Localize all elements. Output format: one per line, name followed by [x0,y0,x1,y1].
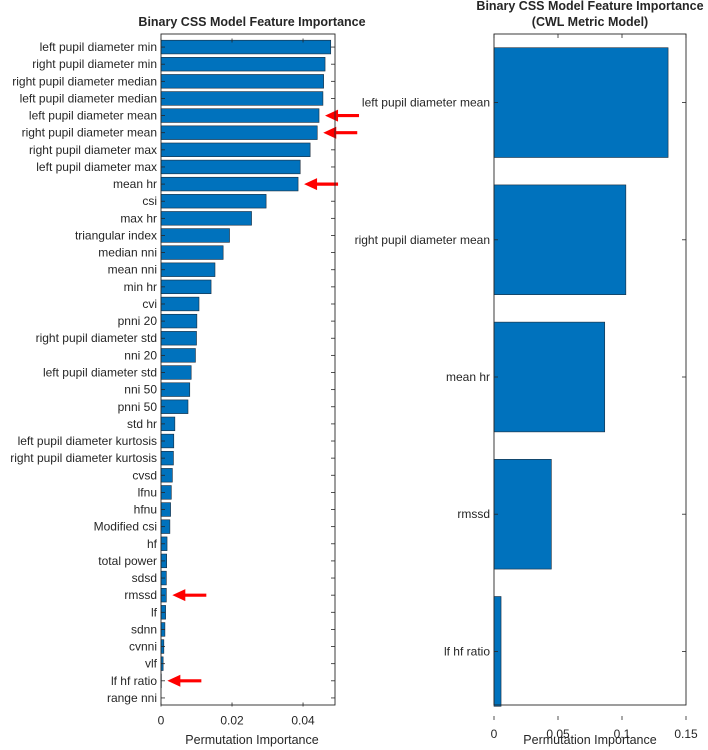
bar-nni-50 [160,382,191,397]
y-tick-label: left pupil diameter mean [29,109,157,123]
y-tick-label: nni 50 [124,383,157,397]
y-tick-label: left pupil diameter kurtosis [18,434,157,448]
plot-area-frame [493,33,687,706]
y-tick-label: max hr [120,211,157,225]
x-tick-label: 0.1 [614,727,631,741]
chart-feature-importance-all: Binary CSS Model Feature Importance left… [10,15,365,747]
y-tick-label: sdnn [131,622,157,636]
y-tick-label: csi [142,194,157,208]
bar-left-pupil-diameter-median [160,91,324,106]
x-tick-label: 0 [158,714,165,728]
y-tick-label: std hr [127,417,157,431]
bar-right-pupil-diameter-mean [160,125,318,140]
y-tick-label: left pupil diameter median [20,91,157,105]
y-tick-label: mean nni [108,263,157,277]
bar-right-pupil-diameter-std [160,331,197,346]
y-tick-label: lf [151,605,158,619]
bar-median-nni [160,245,224,260]
x-tick-label: 0 [491,727,498,741]
y-tick-label: median nni [98,246,157,260]
bar-left-pupil-diameter-std [160,365,192,380]
y-tick-label: left pupil diameter max [36,160,157,174]
bar-nni-20 [160,348,196,363]
y-tick-label: hf [147,537,158,551]
y-tick-label: left pupil diameter mean [362,96,490,110]
highlight-arrow [167,674,202,687]
y-tick-label: Modified csi [94,520,157,534]
y-tick-label: lf hf ratio [111,674,157,688]
bar-mean-nni [160,262,216,277]
y-tick-label: sdsd [132,571,157,585]
bar-right-pupil-diameter-min [160,57,326,72]
y-tick-label: cvsd [132,468,157,482]
chart-title: Binary CSS Model Feature Importance [138,15,365,29]
bar-left-pupil-diameter-mean [493,47,669,158]
y-tick-label: range nni [107,691,157,705]
y-tick-label: right pupil diameter max [29,143,157,157]
bar-mean-hr [160,176,299,192]
bar-min-hr [160,279,212,295]
bar-cvi [160,296,200,312]
chart-subtitle: (CWL Metric Model) [532,15,648,29]
bar-pnni-20 [160,313,198,329]
y-tick-label: right pupil diameter std [36,331,157,345]
y-tick-label: right pupil diameter mean [22,126,157,140]
chart-title: Binary CSS Model Feature Importance [476,0,703,13]
y-tick-label: total power [98,554,157,568]
bar-right-pupil-diameter-mean [493,184,627,295]
bar-csi [160,194,267,209]
plot-area-frame [160,33,336,706]
y-tick-label: lf hf ratio [444,644,490,658]
bar-right-pupil-diameter-median [160,74,324,89]
x-tick-label: 0.05 [546,727,570,741]
bar-triangular-index [160,228,230,243]
y-tick-label: lfnu [138,485,157,499]
y-tick-label: mean hr [446,370,490,384]
y-tick-label: right pupil diameter median [12,74,157,88]
x-tick-label: 0.02 [220,714,244,728]
bar-left-pupil-diameter-mean [160,108,320,123]
bar-rmssd [493,459,552,570]
x-tick-label: 0.04 [291,714,315,728]
highlight-arrow [325,109,360,122]
y-tick-label: min hr [124,280,157,294]
chart-feature-importance-cwl: Binary CSS Model Feature Importance (CWL… [355,0,704,747]
bar-mean-hr [493,321,606,433]
bar-left-pupil-diameter-max [160,159,301,175]
y-tick-label: triangular index [75,228,157,242]
y-tick-label: mean hr [113,177,157,191]
y-tick-label: vlf [145,657,158,671]
y-tick-label: cvi [142,297,157,311]
y-tick-label: pnni 50 [118,400,158,414]
x-axis-label: Permutation Importance [523,733,656,747]
bar-left-pupil-diameter-min [160,39,332,55]
y-tick-label: rmssd [457,507,490,521]
y-tick-label: pnni 20 [118,314,158,328]
y-tick-label: nni 20 [124,348,157,362]
y-tick-label: right pupil diameter min [32,57,157,71]
highlight-arrow [323,126,358,139]
y-tick-label: hfnu [134,503,157,517]
y-tick-label: right pupil diameter mean [355,233,490,247]
y-tick-label: right pupil diameter kurtosis [10,451,157,465]
bar-max-hr [160,211,252,226]
highlight-arrow [172,589,207,602]
bar-pnni-50 [160,399,189,414]
x-tick-label: 0.15 [674,727,698,741]
highlight-arrow [304,178,339,191]
y-tick-label: left pupil diameter std [43,366,157,380]
bar-right-pupil-diameter-max [160,142,311,157]
x-axis-label: Permutation Importance [185,733,318,747]
y-tick-label: cvnni [129,640,157,654]
y-tick-label: rmssd [124,588,157,602]
y-tick-label: left pupil diameter min [40,40,157,54]
